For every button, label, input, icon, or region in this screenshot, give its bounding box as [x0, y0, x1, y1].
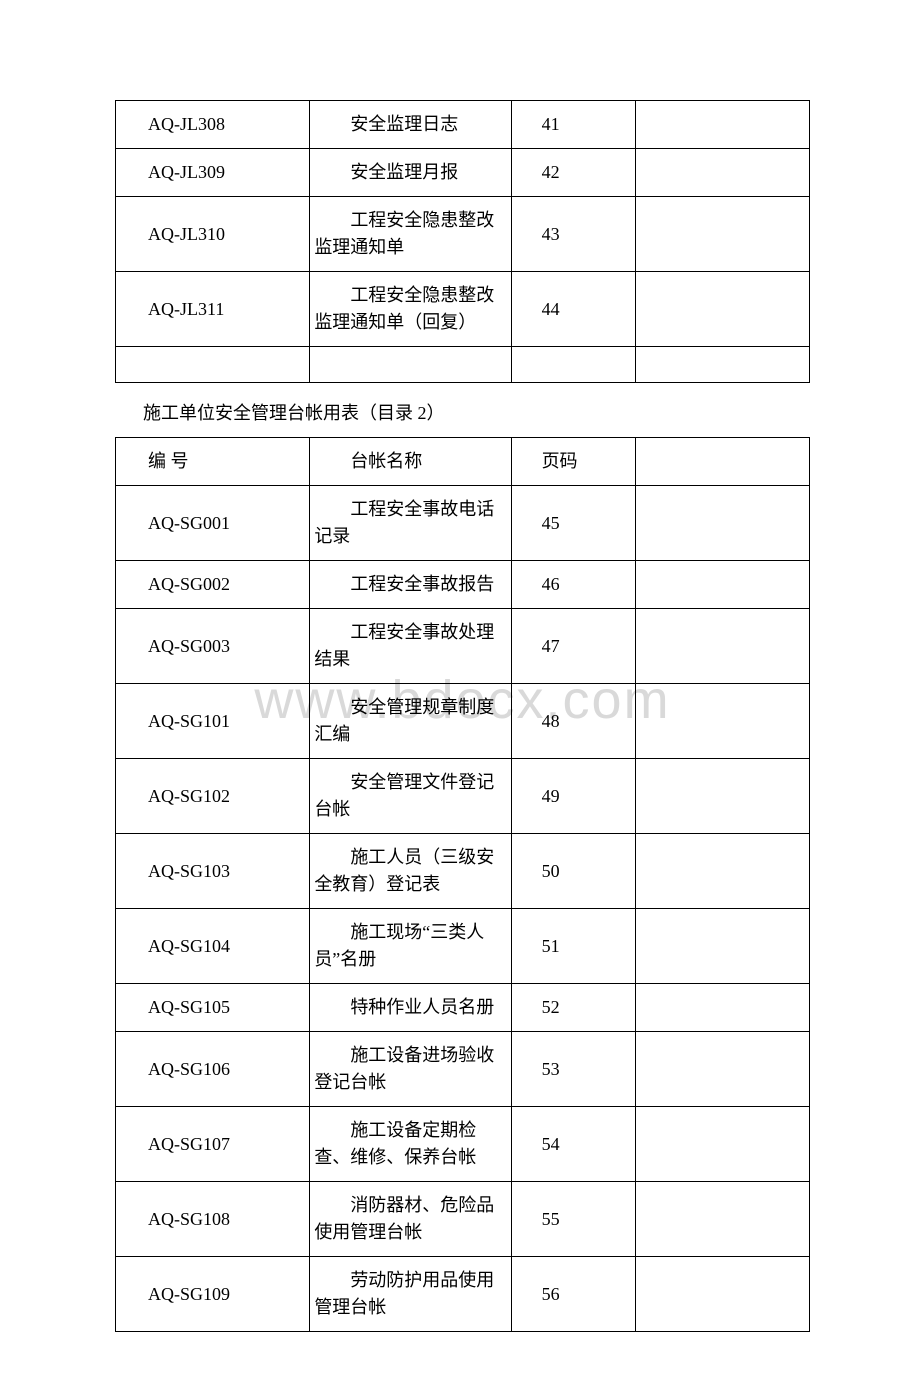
- blank-cell: [636, 759, 810, 834]
- page-cell: 45: [511, 486, 636, 561]
- blank-cell: [636, 909, 810, 984]
- name-cell: 施工设备进场验收登记台帐: [310, 1032, 511, 1107]
- name-cell: 安全监理月报: [310, 149, 511, 197]
- code-cell: AQ-JL311: [116, 272, 310, 347]
- blank-cell: [636, 984, 810, 1032]
- name-cell: 安全监理日志: [310, 101, 511, 149]
- page-cell: 51: [511, 909, 636, 984]
- page-cell: 49: [511, 759, 636, 834]
- page-cell: 54: [511, 1107, 636, 1182]
- name-cell: 劳动防护用品使用管理台帐: [310, 1257, 511, 1332]
- page-cell: 42: [511, 149, 636, 197]
- page-cell: 44: [511, 272, 636, 347]
- code-cell: AQ-SG103: [116, 834, 310, 909]
- page-cell: 55: [511, 1182, 636, 1257]
- code-cell: AQ-JL309: [116, 149, 310, 197]
- blank-cell: [310, 347, 511, 383]
- table-row: AQ-SG107 施工设备定期检查、维修、保养台帐 54: [116, 1107, 810, 1182]
- blank-cell: [636, 834, 810, 909]
- name-cell: 工程安全事故处理结果: [310, 609, 511, 684]
- blank-cell: [636, 197, 810, 272]
- blank-cell: [636, 486, 810, 561]
- table-row: AQ-SG103 施工人员（三级安全教育）登记表 50: [116, 834, 810, 909]
- page-cell: 48: [511, 684, 636, 759]
- code-cell: AQ-SG001: [116, 486, 310, 561]
- code-cell: AQ-SG002: [116, 561, 310, 609]
- table-row: AQ-SG101 安全管理规章制度汇编 48: [116, 684, 810, 759]
- blank-cell: [636, 347, 810, 383]
- name-cell: 安全管理规章制度汇编: [310, 684, 511, 759]
- name-cell: 施工现场“三类人员”名册: [310, 909, 511, 984]
- page-cell: 43: [511, 197, 636, 272]
- blank-cell: [636, 272, 810, 347]
- name-cell: 工程安全事故报告: [310, 561, 511, 609]
- code-cell: AQ-SG003: [116, 609, 310, 684]
- table2-container: www.bdocx.com 编 号 台帐名称 页码 AQ-SG001 工程安全事…: [115, 437, 810, 1332]
- table-row: AQ-JL310 工程安全隐患整改监理通知单 43: [116, 197, 810, 272]
- table1-container: AQ-JL308 安全监理日志 41 AQ-JL309 安全监理月报 42 AQ…: [115, 100, 810, 383]
- header-page: 页码: [511, 438, 636, 486]
- page-cell: 56: [511, 1257, 636, 1332]
- code-cell: AQ-SG101: [116, 684, 310, 759]
- name-cell: 特种作业人员名册: [310, 984, 511, 1032]
- page-cell: 50: [511, 834, 636, 909]
- blank-cell: [636, 1257, 810, 1332]
- name-cell: 施工设备定期检查、维修、保养台帐: [310, 1107, 511, 1182]
- blank-cell: [636, 149, 810, 197]
- code-cell: AQ-SG105: [116, 984, 310, 1032]
- name-cell: 消防器材、危险品使用管理台帐: [310, 1182, 511, 1257]
- blank-cell: [636, 609, 810, 684]
- table-row: AQ-SG109 劳动防护用品使用管理台帐 56: [116, 1257, 810, 1332]
- table2: 编 号 台帐名称 页码 AQ-SG001 工程安全事故电话记录 45 AQ-SG…: [115, 437, 810, 1332]
- name-cell: 施工人员（三级安全教育）登记表: [310, 834, 511, 909]
- table-row: AQ-SG105 特种作业人员名册 52: [116, 984, 810, 1032]
- code-cell: AQ-SG107: [116, 1107, 310, 1182]
- page-cell: 46: [511, 561, 636, 609]
- blank-cell: [116, 347, 310, 383]
- table-header-row: 编 号 台帐名称 页码: [116, 438, 810, 486]
- code-cell: AQ-SG108: [116, 1182, 310, 1257]
- blank-cell: [636, 684, 810, 759]
- name-cell: 工程安全隐患整改监理通知单: [310, 197, 511, 272]
- blank-cell: [636, 1032, 810, 1107]
- blank-cell: [636, 1182, 810, 1257]
- header-code: 编 号: [116, 438, 310, 486]
- code-cell: AQ-SG102: [116, 759, 310, 834]
- page-cell: 47: [511, 609, 636, 684]
- name-cell: 安全管理文件登记台帐: [310, 759, 511, 834]
- blank-cell: [511, 347, 636, 383]
- table-row: AQ-SG102 安全管理文件登记台帐 49: [116, 759, 810, 834]
- table-row: AQ-SG001 工程安全事故电话记录 45: [116, 486, 810, 561]
- blank-cell: [636, 438, 810, 486]
- page-cell: 53: [511, 1032, 636, 1107]
- table-row: AQ-SG002 工程安全事故报告 46: [116, 561, 810, 609]
- blank-cell: [636, 101, 810, 149]
- blank-cell: [636, 1107, 810, 1182]
- table-row: AQ-JL311 工程安全隐患整改监理通知单（回复） 44: [116, 272, 810, 347]
- blank-cell: [636, 561, 810, 609]
- code-cell: AQ-SG104: [116, 909, 310, 984]
- table-row-empty: [116, 347, 810, 383]
- code-cell: AQ-SG109: [116, 1257, 310, 1332]
- page-cell: 52: [511, 984, 636, 1032]
- code-cell: AQ-SG106: [116, 1032, 310, 1107]
- table-row: AQ-SG104 施工现场“三类人员”名册 51: [116, 909, 810, 984]
- header-name: 台帐名称: [310, 438, 511, 486]
- table-row: AQ-SG106 施工设备进场验收登记台帐 53: [116, 1032, 810, 1107]
- name-cell: 工程安全事故电话记录: [310, 486, 511, 561]
- code-cell: AQ-JL310: [116, 197, 310, 272]
- table-row: AQ-SG108 消防器材、危险品使用管理台帐 55: [116, 1182, 810, 1257]
- table1: AQ-JL308 安全监理日志 41 AQ-JL309 安全监理月报 42 AQ…: [115, 100, 810, 383]
- code-cell: AQ-JL308: [116, 101, 310, 149]
- name-cell: 工程安全隐患整改监理通知单（回复）: [310, 272, 511, 347]
- table-row: AQ-JL309 安全监理月报 42: [116, 149, 810, 197]
- section-title: 施工单位安全管理台帐用表（目录 2）: [143, 399, 810, 425]
- table-row: AQ-SG003 工程安全事故处理结果 47: [116, 609, 810, 684]
- table-row: AQ-JL308 安全监理日志 41: [116, 101, 810, 149]
- page-cell: 41: [511, 101, 636, 149]
